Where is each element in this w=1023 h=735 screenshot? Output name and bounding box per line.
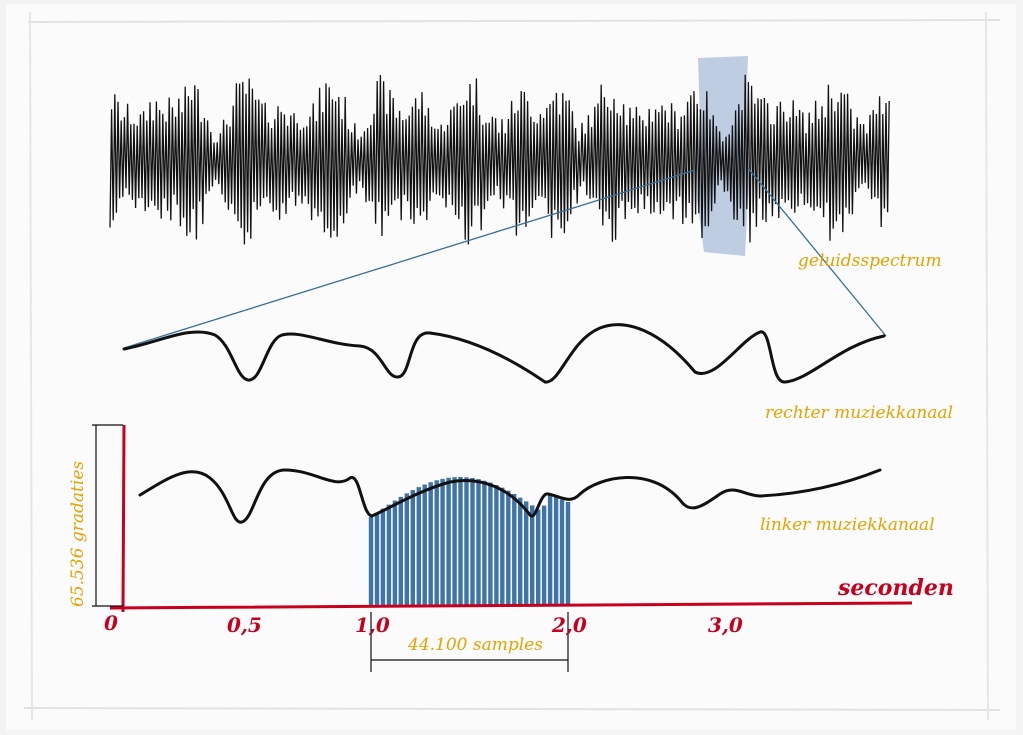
sample-bar	[524, 501, 529, 606]
sample-bar	[458, 477, 463, 606]
sample-bar	[518, 497, 523, 606]
zoom-line-right	[747, 167, 887, 337]
sample-bar	[565, 502, 571, 606]
sample-bar	[422, 484, 427, 606]
sample-bar	[434, 480, 439, 606]
sample-bar	[416, 487, 421, 606]
right-channel-label: rechter muziekkanaal	[765, 403, 953, 423]
sample-bar	[500, 487, 505, 606]
sample-bar	[398, 496, 403, 606]
sample-bar	[410, 490, 415, 606]
sample-bar	[446, 477, 451, 606]
sample-bar	[512, 494, 517, 606]
sample-bar	[482, 480, 487, 606]
spectrum-label: geluidsspectrum	[798, 251, 942, 271]
sample-bar	[470, 478, 475, 606]
sample-bar	[440, 478, 445, 606]
sample-bar	[553, 497, 559, 606]
sample-bar	[386, 504, 392, 606]
tick-label-1-0: 1,0	[355, 613, 390, 637]
sample-bar	[476, 479, 481, 606]
sample-bar	[488, 482, 493, 606]
tick-label-3-0: 3,0	[708, 613, 743, 637]
tick-label-0-5: 0,5	[227, 613, 262, 637]
sample-bar	[494, 485, 499, 606]
sample-bars	[368, 477, 571, 606]
sample-bar	[536, 509, 541, 606]
samples-label: 44.100 samples	[407, 635, 543, 655]
y-axis	[121, 424, 126, 613]
sample-bar	[380, 508, 386, 606]
left-channel-label: linker muziekkanaal	[760, 515, 935, 535]
x-axis-title: seconden	[837, 575, 954, 601]
sample-bar	[404, 493, 409, 606]
gradations-label: 65.536 gradaties	[68, 461, 88, 607]
sample-bar	[464, 477, 469, 606]
sample-bar	[392, 500, 398, 606]
sample-bar	[506, 490, 511, 606]
tick-label-2-0: 2,0	[551, 613, 587, 637]
sample-bar	[374, 512, 380, 606]
gradations-bracket	[92, 424, 123, 607]
sample-bar	[428, 482, 433, 606]
sample-bar	[452, 477, 457, 606]
right-channel-waveform	[122, 323, 886, 384]
sample-bar	[541, 505, 547, 606]
sample-bar	[368, 517, 374, 606]
sample-bar	[530, 505, 535, 606]
samples-bracket	[370, 612, 569, 672]
x-axis	[109, 601, 913, 610]
sample-bar	[559, 499, 565, 606]
tick-label-0: 0	[104, 611, 118, 635]
left-channel-waveform	[138, 468, 882, 524]
zoom-line-left	[123, 169, 696, 349]
sample-bar	[547, 494, 553, 606]
